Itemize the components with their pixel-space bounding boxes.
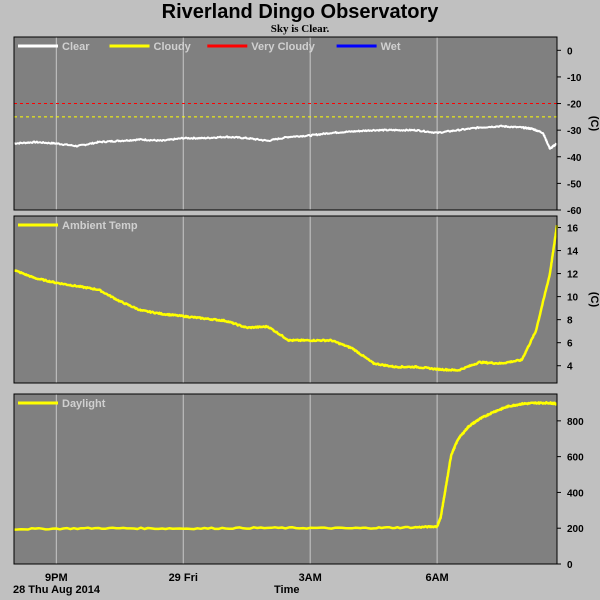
legend-label: Cloudy xyxy=(154,41,192,53)
y-axis-label: (C) xyxy=(588,116,600,132)
y-tick-label: 0 xyxy=(567,46,573,57)
y-tick-label: 0 xyxy=(567,560,573,571)
y-tick-label: 16 xyxy=(567,224,579,235)
y-tick-label: 400 xyxy=(567,488,584,499)
plot-border xyxy=(13,215,558,384)
page-title: Riverland Dingo Observatory xyxy=(161,1,439,23)
series-line-clear xyxy=(13,124,558,150)
y-tick-label: 8 xyxy=(567,316,573,327)
y-tick-label: -50 xyxy=(567,179,582,190)
y-tick-label: 600 xyxy=(567,453,584,464)
series-line-ambient-temp xyxy=(13,225,559,372)
x-tick-label: 3AM xyxy=(299,572,322,584)
x-axis-label: Time xyxy=(274,584,300,596)
sky-status: Sky is Clear. xyxy=(270,23,330,35)
y-tick-label: -30 xyxy=(567,126,582,137)
y-tick-label: 14 xyxy=(567,247,579,258)
y-tick-label: 6 xyxy=(567,339,573,350)
legend-label: Daylight xyxy=(62,398,106,410)
plot-border xyxy=(13,36,558,211)
plot-border xyxy=(13,393,558,565)
y-tick-label: -60 xyxy=(567,206,582,217)
y-tick-label: -10 xyxy=(567,73,582,84)
y-tick-label: 12 xyxy=(567,270,579,281)
legend-label: Wet xyxy=(381,41,401,53)
legend-label: Clear xyxy=(62,41,90,53)
chart-panel-1: 0 -10 -20 -30 -40 -50 -60 (C) Clear Cloudy Very Cl… xyxy=(13,36,600,217)
date-label: 28 Thu Aug 2014 xyxy=(13,584,101,596)
y-tick-label: 10 xyxy=(567,293,579,304)
y-tick-label: -40 xyxy=(567,153,582,164)
y-tick-label: -20 xyxy=(567,100,582,111)
chart-panel-3: 800 600 400 200 0 Daylight xyxy=(13,393,584,571)
series-line-daylight xyxy=(13,401,558,531)
y-tick-label: 4 xyxy=(567,362,573,373)
y-axis-label: (C) xyxy=(588,292,600,308)
x-tick-label: 29 Fri xyxy=(169,572,198,584)
plot-area xyxy=(14,216,557,383)
chart-panel-2: 16 14 12 10 8 6 4 (C) Ambient Temp xyxy=(13,215,600,384)
y-tick-label: 800 xyxy=(567,417,584,428)
legend-label: Very Cloudy xyxy=(251,41,315,53)
x-tick-label: 6AM xyxy=(425,572,448,584)
plot-area xyxy=(14,37,557,210)
y-tick-label: 200 xyxy=(567,524,584,535)
legend-label: Ambient Temp xyxy=(62,220,138,232)
plot-area xyxy=(14,394,557,564)
x-tick-label: 9PM xyxy=(45,572,68,584)
